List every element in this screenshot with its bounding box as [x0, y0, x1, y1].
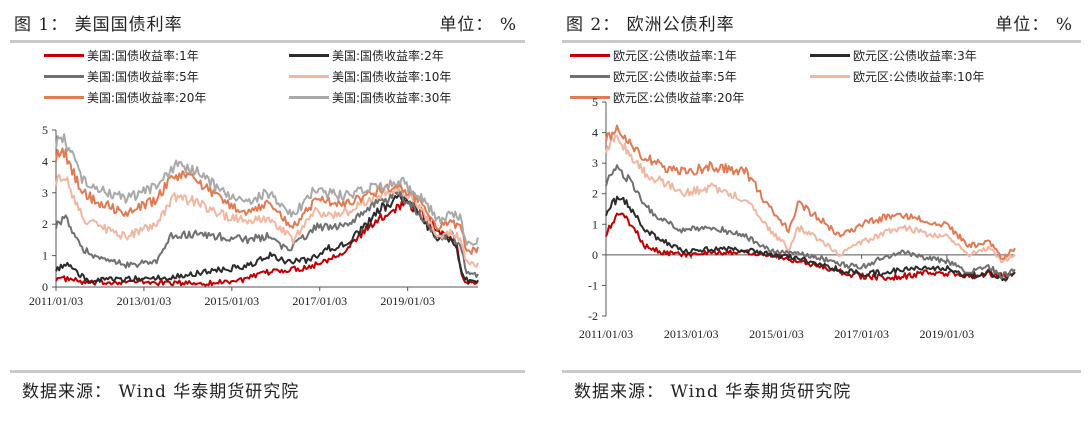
figure-1-source: 数据来源： Wind 华泰期货研究院 — [22, 382, 300, 402]
y-tick-label: -1 — [588, 278, 598, 292]
series-line — [55, 133, 479, 246]
y-tick-label: 0 — [42, 280, 48, 294]
legend-item-us-10y: 美国:国债收益率:10年 — [289, 67, 451, 85]
legend-label: 欧元区:公债收益率:20年 — [613, 90, 745, 105]
x-tick-label: 2015/01/03 — [749, 327, 804, 340]
series-line — [605, 164, 1016, 280]
x-tick-label: 2019/01/03 — [380, 294, 435, 308]
legend-swatch — [289, 53, 329, 57]
x-tick-label: 2017/01/03 — [292, 294, 347, 308]
series-line — [55, 187, 479, 278]
figure-2-top-rule — [562, 40, 1081, 43]
legend-item-eu-1y: 欧元区:公债收益率:1年 — [570, 46, 737, 64]
figure-2-panel: 图 2： 欧洲公债利率 单位： % 欧元区:公债收益率:1年 欧元区:公债收益率… — [552, 0, 1091, 428]
series-line — [605, 134, 1016, 263]
figure-1-top-rule — [10, 40, 525, 43]
y-tick-label: 5 — [42, 123, 48, 137]
legend-label: 美国:国债收益率:5年 — [87, 69, 199, 84]
figure-1-unit: 单位： % — [439, 15, 517, 35]
figure-2-bottom-rule — [562, 370, 1081, 373]
legend-item-eu-20y: 欧元区:公债收益率:20年 — [570, 88, 744, 106]
legend-label: 欧元区:公债收益率:10年 — [853, 69, 985, 84]
series-line — [605, 124, 1016, 260]
legend-swatch — [570, 53, 610, 57]
y-tick-label: 5 — [592, 95, 598, 109]
legend-swatch — [810, 74, 850, 78]
series-line — [55, 173, 479, 268]
series-line — [55, 147, 479, 255]
figure-2-unit: 单位： % — [995, 15, 1073, 35]
y-tick-label: 3 — [42, 186, 48, 200]
us-treasury-yield-chart: 0 1 2 3 4 5 2011/01/03 2013/01/03 2015/01/03 2017… — [29, 123, 479, 308]
legend-item-eu-10y: 欧元区:公债收益率:10年 — [810, 67, 984, 85]
figure-2-source: 数据来源： Wind 华泰期货研究院 — [574, 382, 852, 402]
legend-label: 美国:国债收益率:2年 — [332, 48, 444, 63]
x-tick-label: 2013/01/03 — [664, 327, 719, 340]
legend-label: 美国:国债收益率:30年 — [332, 90, 452, 105]
y-tick-label: -2 — [588, 309, 598, 323]
x-tick-label: 2011/01/03 — [29, 294, 83, 308]
series-line — [55, 199, 479, 287]
series-line — [605, 212, 1016, 281]
figure-1-title: 图 1： 美国国债利率 — [14, 15, 183, 35]
legend-swatch — [810, 53, 850, 57]
legend-swatch — [570, 74, 610, 78]
y-tick-label: 1 — [42, 249, 48, 263]
y-tick-label: 4 — [42, 154, 48, 168]
legend-item-eu-3y: 欧元区:公债收益率:3年 — [810, 46, 977, 64]
legend-label: 欧元区:公债收益率:1年 — [613, 48, 737, 63]
legend-label: 美国:国债收益率:20年 — [87, 90, 207, 105]
legend-swatch — [289, 95, 329, 99]
legend-swatch — [570, 95, 610, 99]
legend-label: 欧元区:公债收益率:3年 — [853, 48, 977, 63]
legend-label: 欧元区:公债收益率:5年 — [613, 69, 737, 84]
legend-label: 美国:国债收益率:10年 — [332, 69, 452, 84]
legend-item-us-30y: 美国:国债收益率:30年 — [289, 88, 451, 106]
x-tick-label: 2019/01/03 — [919, 327, 974, 340]
y-tick-label: 2 — [592, 187, 598, 201]
legend-swatch — [44, 53, 84, 57]
legend-item-us-1y: 美国:国债收益率:1年 — [44, 46, 199, 64]
legend-swatch — [44, 95, 84, 99]
y-tick-label: 2 — [42, 217, 48, 231]
y-tick-label: 0 — [592, 248, 598, 262]
y-tick-label: 4 — [592, 126, 598, 140]
series-line — [605, 195, 1016, 282]
legend-item-us-5y: 美国:国债收益率:5年 — [44, 67, 199, 85]
y-tick-label: 1 — [592, 217, 598, 231]
legend-swatch — [44, 74, 84, 78]
legend-item-us-2y: 美国:国债收益率:2年 — [289, 46, 444, 64]
figure-2-title: 图 2： 欧洲公债利率 — [566, 15, 735, 35]
figure-1-panel: 图 1： 美国国债利率 单位： % 美国:国债收益率:1年 美国:国债收益率:2… — [0, 0, 535, 428]
x-tick-label: 2011/01/03 — [579, 327, 633, 340]
x-tick-label: 2015/01/03 — [204, 294, 259, 308]
legend-item-us-20y: 美国:国债收益率:20年 — [44, 88, 206, 106]
x-tick-label: 2013/01/03 — [117, 294, 172, 308]
euro-bond-yield-chart: -2 -1 0 1 2 3 4 5 2011/01/03 2013/01/03 2015/01/03… — [579, 95, 1016, 340]
legend-label: 美国:国债收益率:1年 — [87, 48, 199, 63]
figure-1-bottom-rule — [10, 370, 525, 373]
legend-swatch — [289, 74, 329, 78]
legend-item-eu-5y: 欧元区:公债收益率:5年 — [570, 67, 737, 85]
x-tick-label: 2017/01/03 — [834, 327, 889, 340]
y-tick-label: 3 — [592, 156, 598, 170]
